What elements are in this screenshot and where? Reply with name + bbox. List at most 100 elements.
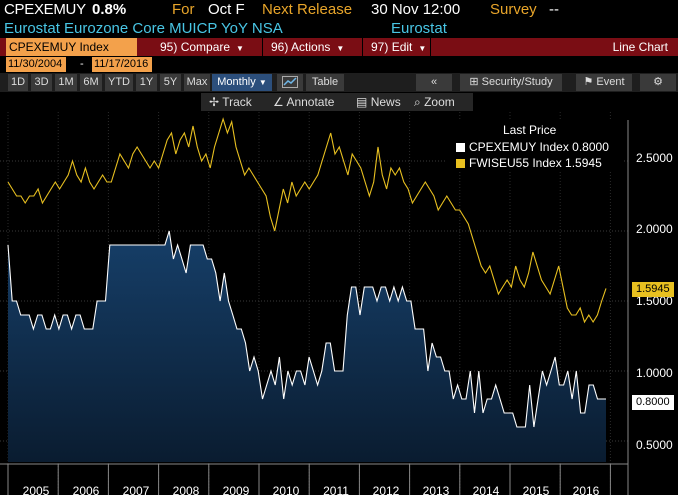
edit-button[interactable]: 97) Edit ▼ [371, 38, 426, 56]
legend-series-name: FWISEU55 Index [469, 156, 562, 170]
x-tick-label: 2012 [372, 484, 400, 495]
function-bar: CPEXEMUY Index 95) Compare ▼ 96) Actions ▼… [0, 38, 678, 56]
compare-button[interactable]: 95) Compare ▼ [160, 38, 244, 56]
period-max-button[interactable]: Max [184, 74, 210, 91]
double-chevron-left-icon: « [430, 76, 438, 88]
legend-swatch [456, 143, 465, 152]
for-value: Oct F [208, 1, 245, 18]
plus-icon: ⊞ [469, 76, 479, 88]
legend-series-value: 1.5945 [565, 156, 602, 170]
annotate-tool[interactable]: ∠ Annotate [273, 93, 334, 111]
date-range-bar: 11/30/2004 - 11/17/2016 [0, 56, 678, 73]
legend-entry: CPEXEMUY Index 0.8000 [456, 140, 609, 154]
x-tick-label: 2014 [472, 484, 500, 495]
annotate-label: Annotate [286, 95, 335, 109]
table-button[interactable]: Table [306, 74, 344, 91]
event-button[interactable]: ⚑ Event [576, 74, 632, 91]
edit-number: 97) [371, 40, 389, 54]
y-tick-label: 0.5000 [636, 438, 673, 452]
period-6m-button[interactable]: 6M [80, 74, 102, 91]
next-release-label: Next Release [262, 1, 353, 18]
compare-number: 95) [160, 40, 178, 54]
zoom-tool[interactable]: ⌕ Zoom [414, 93, 455, 111]
y-tick-label: 1.0000 [636, 366, 673, 380]
legend-series-name: CPEXEMUY Index [469, 140, 569, 154]
y-tick-label: 2.0000 [636, 222, 673, 236]
compare-label: Compare [180, 40, 231, 54]
magnifier-icon: ⌕ [414, 95, 421, 109]
actions-number: 96) [271, 40, 289, 54]
x-axis [0, 463, 628, 495]
security-header: CPEXEMUY 0.8% For Oct F Next Release 30 … [0, 0, 678, 19]
news-label: News [370, 95, 401, 109]
legend-series-value: 0.8000 [572, 140, 609, 154]
ticker-symbol: CPEXEMUY [4, 1, 86, 18]
period-1d-button[interactable]: 1D [8, 74, 28, 91]
description-header: Eurostat Eurozone Core MUICP YoY NSA Eur… [0, 19, 678, 38]
x-tick-label: 2006 [72, 484, 100, 495]
plus-crosshair-icon: ✢ [209, 95, 220, 109]
chart-area[interactable]: ✢ Track ∠ Annotate ▤ News ⌕ Zoom Last Pr… [0, 92, 678, 495]
frequency-select[interactable]: Monthly ▼ [212, 74, 272, 91]
survey-label: Survey [490, 1, 537, 18]
x-tick-label: 2009 [222, 484, 250, 495]
legend-swatch [456, 159, 465, 168]
x-tick-label: 2007 [122, 484, 150, 495]
chart-legend: Last Price CPEXEMUY Index 0.8000 FWISEU5… [447, 120, 623, 172]
collapse-button[interactable]: « [416, 74, 452, 91]
pencil-icon: ∠ [273, 95, 284, 109]
gear-icon: ⚙ [653, 76, 663, 88]
news-tool[interactable]: ▤ News [356, 93, 401, 111]
news-icon: ▤ [356, 95, 368, 109]
for-label: For [172, 1, 195, 18]
legend-title: Last Price [503, 123, 557, 137]
security-description: Eurostat Eurozone Core MUICP YoY NSA [4, 20, 283, 37]
data-source: Eurostat [391, 20, 447, 37]
actions-label: Actions [291, 40, 331, 54]
date-separator: - [80, 58, 84, 70]
line-chart-icon-button[interactable] [277, 74, 303, 91]
divider [430, 38, 431, 56]
survey-value: -- [549, 1, 559, 18]
track-tool[interactable]: ✢ Track [209, 93, 252, 111]
chart-grid [0, 112, 629, 495]
security-study-label: Security/Study [481, 76, 553, 88]
last-value-badge-fwiseu55: 1.5945 [632, 282, 674, 297]
security-study-button[interactable]: ⊞ Security/Study [460, 74, 562, 91]
start-date-input[interactable]: 11/30/2004 [6, 57, 66, 72]
y-tick-label: 1.5000 [636, 294, 673, 308]
next-release-value: 30 Nov 12:00 [371, 1, 461, 18]
x-tick-label: 2016 [572, 484, 600, 495]
x-tick-label: 2011 [323, 484, 349, 495]
security-input[interactable]: CPEXEMUY Index [6, 38, 137, 56]
flag-icon: ⚑ [583, 76, 594, 88]
period-1m-button[interactable]: 1M [55, 74, 77, 91]
percent-change: 0.8% [92, 1, 127, 18]
y-tick-label: 2.5000 [636, 151, 673, 165]
x-tick-label: 2005 [22, 484, 50, 495]
chevron-down-icon: ▼ [236, 44, 244, 53]
period-5y-button[interactable]: 5Y [160, 74, 181, 91]
last-value-badge-cpexemuy: 0.8000 [632, 395, 674, 410]
settings-button[interactable]: ⚙ [640, 74, 676, 91]
period-1y-button[interactable]: 1Y [136, 74, 157, 91]
x-tick-label: 2013 [422, 484, 450, 495]
edit-label: Edit [391, 40, 413, 54]
line-chart-icon [282, 76, 298, 88]
track-label: Track [222, 95, 252, 109]
annotation-bar: ✢ Track ∠ Annotate ▤ News ⌕ Zoom [201, 93, 473, 111]
chevron-down-icon: ▼ [258, 78, 267, 87]
zoom-label: Zoom [424, 95, 455, 109]
actions-button[interactable]: 96) Actions ▼ [271, 38, 344, 56]
period-ytd-button[interactable]: YTD [105, 74, 133, 91]
x-tick-label: 2015 [522, 484, 550, 495]
event-label: Event [596, 76, 625, 88]
cpexemuy-series-line [7, 230, 606, 428]
x-tick-label: 2010 [272, 484, 300, 495]
chart-type-label: Line Chart [612, 40, 668, 54]
divider [362, 38, 363, 56]
period-3d-button[interactable]: 3D [31, 74, 52, 91]
end-date-input[interactable]: 11/17/2016 [92, 57, 152, 72]
chevron-down-icon: ▼ [336, 44, 345, 53]
line-chart[interactable] [0, 92, 678, 495]
